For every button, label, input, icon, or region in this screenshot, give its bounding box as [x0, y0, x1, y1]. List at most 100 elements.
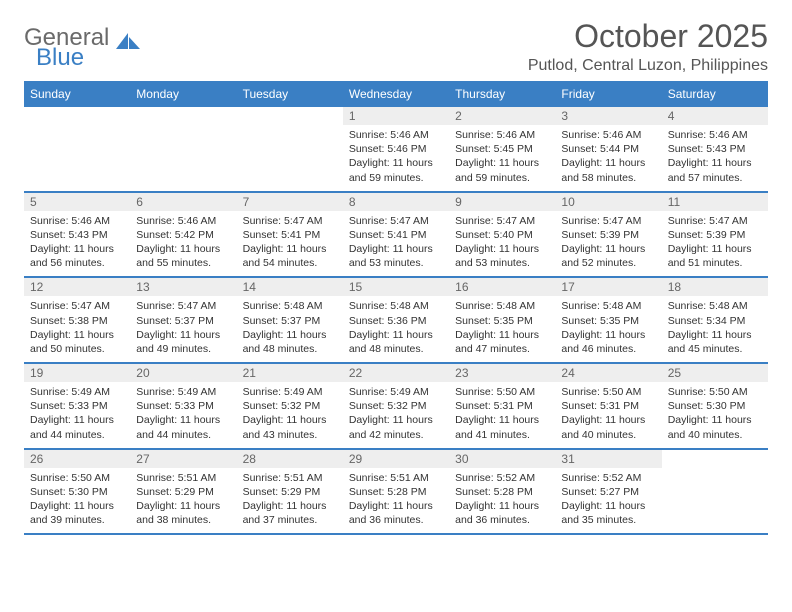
weekday-header: Friday — [555, 83, 661, 105]
day-cell: 29Sunrise: 5:51 AMSunset: 5:28 PMDayligh… — [343, 450, 449, 534]
daylight-text: Daylight: 11 hours and 59 minutes. — [455, 156, 549, 184]
page-title: October 2025 — [528, 18, 768, 55]
sunset-text: Sunset: 5:43 PM — [668, 142, 762, 156]
sunset-text: Sunset: 5:44 PM — [561, 142, 655, 156]
week-row: 26Sunrise: 5:50 AMSunset: 5:30 PMDayligh… — [24, 448, 768, 534]
sunrise-text: Sunrise: 5:46 AM — [30, 214, 124, 228]
daylight-text: Daylight: 11 hours and 37 minutes. — [243, 499, 337, 527]
calendar: SundayMondayTuesdayWednesdayThursdayFrid… — [24, 81, 768, 535]
day-cell: 31Sunrise: 5:52 AMSunset: 5:27 PMDayligh… — [555, 450, 661, 534]
sunrise-text: Sunrise: 5:50 AM — [668, 385, 762, 399]
day-cell: 25Sunrise: 5:50 AMSunset: 5:30 PMDayligh… — [662, 364, 768, 448]
day-cell: 23Sunrise: 5:50 AMSunset: 5:31 PMDayligh… — [449, 364, 555, 448]
daylight-text: Daylight: 11 hours and 53 minutes. — [349, 242, 443, 270]
sunset-text: Sunset: 5:37 PM — [243, 314, 337, 328]
header: General Blue October 2025 Putlod, Centra… — [24, 18, 768, 75]
day-number: 12 — [24, 278, 130, 296]
day-cell: 13Sunrise: 5:47 AMSunset: 5:37 PMDayligh… — [130, 278, 236, 362]
sunrise-text: Sunrise: 5:46 AM — [455, 128, 549, 142]
sunset-text: Sunset: 5:40 PM — [455, 228, 549, 242]
day-number: 24 — [555, 364, 661, 382]
day-number: 6 — [130, 193, 236, 211]
sunset-text: Sunset: 5:36 PM — [349, 314, 443, 328]
day-number: 3 — [555, 107, 661, 125]
day-cell: . — [237, 107, 343, 191]
day-body: Sunrise: 5:48 AMSunset: 5:35 PMDaylight:… — [555, 296, 661, 362]
daylight-text: Daylight: 11 hours and 40 minutes. — [668, 413, 762, 441]
daylight-text: Daylight: 11 hours and 41 minutes. — [455, 413, 549, 441]
sunset-text: Sunset: 5:27 PM — [561, 485, 655, 499]
day-body: Sunrise: 5:48 AMSunset: 5:36 PMDaylight:… — [343, 296, 449, 362]
sunrise-text: Sunrise: 5:47 AM — [561, 214, 655, 228]
sail-icon — [116, 33, 140, 49]
sunset-text: Sunset: 5:32 PM — [243, 399, 337, 413]
sunset-text: Sunset: 5:28 PM — [455, 485, 549, 499]
sunset-text: Sunset: 5:31 PM — [561, 399, 655, 413]
sunset-text: Sunset: 5:34 PM — [668, 314, 762, 328]
day-cell: 20Sunrise: 5:49 AMSunset: 5:33 PMDayligh… — [130, 364, 236, 448]
day-cell: 12Sunrise: 5:47 AMSunset: 5:38 PMDayligh… — [24, 278, 130, 362]
sunrise-text: Sunrise: 5:48 AM — [668, 299, 762, 313]
day-body: Sunrise: 5:50 AMSunset: 5:31 PMDaylight:… — [449, 382, 555, 448]
day-number: 5 — [24, 193, 130, 211]
sunset-text: Sunset: 5:29 PM — [243, 485, 337, 499]
sunrise-text: Sunrise: 5:49 AM — [30, 385, 124, 399]
day-number: 21 — [237, 364, 343, 382]
weekday-header: Tuesday — [237, 83, 343, 105]
daylight-text: Daylight: 11 hours and 38 minutes. — [136, 499, 230, 527]
day-body: Sunrise: 5:50 AMSunset: 5:30 PMDaylight:… — [662, 382, 768, 448]
day-cell: 3Sunrise: 5:46 AMSunset: 5:44 PMDaylight… — [555, 107, 661, 191]
day-number: 30 — [449, 450, 555, 468]
day-cell: 2Sunrise: 5:46 AMSunset: 5:45 PMDaylight… — [449, 107, 555, 191]
day-number: 7 — [237, 193, 343, 211]
sunset-text: Sunset: 5:43 PM — [30, 228, 124, 242]
day-cell: 26Sunrise: 5:50 AMSunset: 5:30 PMDayligh… — [24, 450, 130, 534]
sunrise-text: Sunrise: 5:51 AM — [243, 471, 337, 485]
sunset-text: Sunset: 5:46 PM — [349, 142, 443, 156]
daylight-text: Daylight: 11 hours and 48 minutes. — [349, 328, 443, 356]
day-cell: 5Sunrise: 5:46 AMSunset: 5:43 PMDaylight… — [24, 193, 130, 277]
sunrise-text: Sunrise: 5:51 AM — [349, 471, 443, 485]
daylight-text: Daylight: 11 hours and 43 minutes. — [243, 413, 337, 441]
weekday-header: Thursday — [449, 83, 555, 105]
day-cell: 24Sunrise: 5:50 AMSunset: 5:31 PMDayligh… — [555, 364, 661, 448]
day-number: 1 — [343, 107, 449, 125]
week-row: 19Sunrise: 5:49 AMSunset: 5:33 PMDayligh… — [24, 362, 768, 448]
daylight-text: Daylight: 11 hours and 48 minutes. — [243, 328, 337, 356]
day-cell: 22Sunrise: 5:49 AMSunset: 5:32 PMDayligh… — [343, 364, 449, 448]
day-body: Sunrise: 5:47 AMSunset: 5:41 PMDaylight:… — [343, 211, 449, 277]
daylight-text: Daylight: 11 hours and 58 minutes. — [561, 156, 655, 184]
daylight-text: Daylight: 11 hours and 50 minutes. — [30, 328, 124, 356]
day-number: 25 — [662, 364, 768, 382]
sunset-text: Sunset: 5:33 PM — [30, 399, 124, 413]
day-number: 4 — [662, 107, 768, 125]
day-cell: 9Sunrise: 5:47 AMSunset: 5:40 PMDaylight… — [449, 193, 555, 277]
day-body: Sunrise: 5:49 AMSunset: 5:32 PMDaylight:… — [237, 382, 343, 448]
day-body: Sunrise: 5:47 AMSunset: 5:39 PMDaylight:… — [662, 211, 768, 277]
day-number: 14 — [237, 278, 343, 296]
sunrise-text: Sunrise: 5:46 AM — [136, 214, 230, 228]
day-number: 11 — [662, 193, 768, 211]
daylight-text: Daylight: 11 hours and 36 minutes. — [349, 499, 443, 527]
sunset-text: Sunset: 5:41 PM — [349, 228, 443, 242]
day-cell: . — [130, 107, 236, 191]
day-body: Sunrise: 5:46 AMSunset: 5:44 PMDaylight:… — [555, 125, 661, 191]
day-body: Sunrise: 5:49 AMSunset: 5:33 PMDaylight:… — [24, 382, 130, 448]
daylight-text: Daylight: 11 hours and 51 minutes. — [668, 242, 762, 270]
day-cell: 7Sunrise: 5:47 AMSunset: 5:41 PMDaylight… — [237, 193, 343, 277]
day-cell: 17Sunrise: 5:48 AMSunset: 5:35 PMDayligh… — [555, 278, 661, 362]
day-cell: 14Sunrise: 5:48 AMSunset: 5:37 PMDayligh… — [237, 278, 343, 362]
daylight-text: Daylight: 11 hours and 44 minutes. — [136, 413, 230, 441]
day-cell: 4Sunrise: 5:46 AMSunset: 5:43 PMDaylight… — [662, 107, 768, 191]
sunset-text: Sunset: 5:45 PM — [455, 142, 549, 156]
day-body: Sunrise: 5:48 AMSunset: 5:37 PMDaylight:… — [237, 296, 343, 362]
day-cell: 19Sunrise: 5:49 AMSunset: 5:33 PMDayligh… — [24, 364, 130, 448]
day-body: Sunrise: 5:46 AMSunset: 5:43 PMDaylight:… — [662, 125, 768, 191]
day-number: 29 — [343, 450, 449, 468]
sunset-text: Sunset: 5:41 PM — [243, 228, 337, 242]
sunrise-text: Sunrise: 5:48 AM — [349, 299, 443, 313]
week-row: 5Sunrise: 5:46 AMSunset: 5:43 PMDaylight… — [24, 191, 768, 277]
day-number: 16 — [449, 278, 555, 296]
sunrise-text: Sunrise: 5:47 AM — [349, 214, 443, 228]
sunset-text: Sunset: 5:32 PM — [349, 399, 443, 413]
